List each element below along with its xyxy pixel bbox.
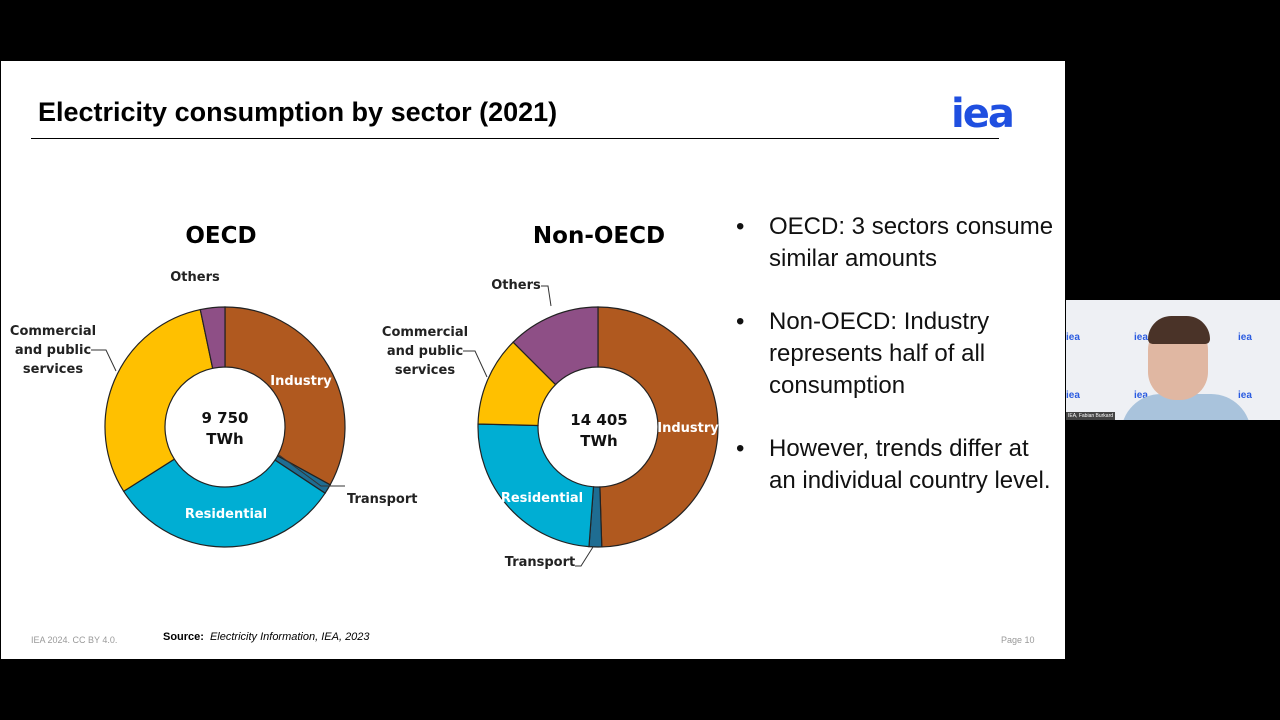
bullet-item: Non-OECD: Industry represents half of al…	[736, 306, 1056, 402]
slide-title: Electricity consumption by sector (2021)	[38, 97, 558, 127]
watermark: iea	[1066, 332, 1080, 343]
copyright: IEA 2024. CC BY 4.0.	[31, 635, 118, 645]
oecd-label-commercial-1: Commercial	[10, 324, 96, 339]
watermark: iea	[1066, 390, 1080, 401]
non-oecd-commercial-leader	[463, 350, 488, 378]
slice-others	[199, 306, 226, 369]
source-note: Source: Electricity Information, IEA, 202…	[163, 631, 370, 643]
watermark: iea	[1134, 332, 1148, 343]
slice-others	[512, 306, 599, 386]
title-divider	[31, 138, 999, 139]
non-oecd-label-others: Others	[491, 278, 541, 293]
bullet-item: However, trends differ at an individual …	[736, 433, 1056, 497]
oecd-total-unit: TWh	[206, 430, 243, 448]
oecd-label-others: Others	[170, 270, 220, 285]
non-oecd-label-commercial-1: Commercial	[382, 325, 468, 340]
iea-logo: iea	[951, 91, 1015, 137]
oecd-chart: OECD 9 750 TWh Industry Residential Tran…	[10, 223, 417, 548]
watermark: iea	[1134, 390, 1148, 401]
source-label: Source:	[163, 631, 204, 643]
slice-residential	[122, 458, 326, 548]
slice-industry	[597, 306, 719, 548]
watermark: iea	[1238, 332, 1252, 343]
oecd-total: 9 750	[202, 409, 249, 427]
slide: Electricity consumption by sector (2021)…	[1, 61, 1065, 659]
non-oecd-label-transport: Transport	[505, 555, 575, 570]
non-oecd-others-leader	[541, 285, 552, 307]
oecd-transport-leader	[278, 454, 345, 487]
non-oecd-label-residential: Residential	[501, 491, 583, 506]
slice-industry	[224, 306, 346, 486]
webcam-feed: iea iea iea iea iea iea IEA, Fabian Burk…	[1066, 300, 1280, 420]
bullet-item: OECD: 3 sectors consume similar amounts	[736, 211, 1056, 275]
non-oecd-total: 14 405	[570, 411, 627, 429]
slice-commercial-and-public-services	[104, 308, 214, 493]
page-number: Page 10	[1001, 635, 1035, 645]
non-oecd-total-unit: TWh	[580, 432, 617, 450]
oecd-label-transport: Transport	[347, 492, 417, 507]
slice-residential	[477, 423, 595, 548]
oecd-commercial-leader	[91, 349, 117, 372]
oecd-label-commercial-2: and public	[15, 343, 91, 358]
oecd-title: OECD	[185, 223, 256, 249]
non-oecd-label-commercial-2: and public	[387, 344, 463, 359]
oecd-label-commercial-3: services	[23, 362, 83, 377]
presenter-name: IEA, Fabian Burkard	[1066, 412, 1116, 420]
source-text: Electricity Information, IEA, 2023	[209, 631, 370, 643]
donut-charts: OECD 9 750 TWh Industry Residential Tran…	[10, 223, 719, 570]
oecd-label-industry: Industry	[270, 374, 332, 389]
watermark: iea	[1238, 390, 1252, 401]
presenter-hair	[1148, 316, 1210, 344]
non-oecd-title: Non-OECD	[533, 223, 665, 249]
non-oecd-label-commercial-3: services	[395, 363, 455, 378]
bullet-list: OECD: 3 sectors consume similar amounts …	[736, 211, 1056, 528]
non-oecd-transport-leader	[575, 546, 594, 567]
oecd-label-residential: Residential	[185, 507, 267, 522]
non-oecd-label-industry: Industry	[657, 421, 719, 436]
non-oecd-chart: Non-OECD 14 405 TWh Industry Residential…	[382, 223, 719, 570]
